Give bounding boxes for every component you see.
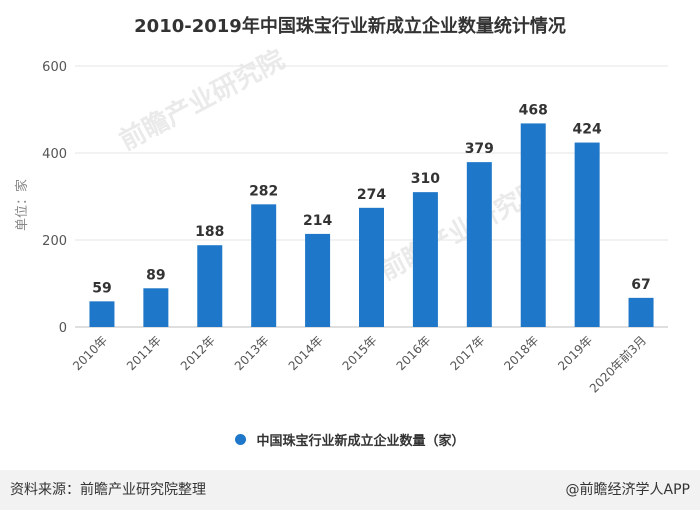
y-tick-label: 600 <box>42 60 67 75</box>
x-tick-label: 2012年 <box>178 333 218 373</box>
bar <box>197 245 223 327</box>
bar <box>412 192 438 327</box>
x-tick-label: 2016年 <box>394 333 434 373</box>
y-axis-label: 单位：家 <box>14 179 30 231</box>
bar-value-label: 89 <box>146 267 165 283</box>
bar-value-label: 379 <box>465 141 494 157</box>
bar-value-label: 67 <box>631 277 650 293</box>
bar-value-label: 310 <box>411 171 440 187</box>
bar <box>305 233 331 327</box>
chart-title: 2010-2019年中国珠宝行业新成立企业数量统计情况 <box>134 16 566 37</box>
x-axis: 2010年 2011年 2012年 2013年 2014年 2015年 2016年 2017年… <box>70 333 649 396</box>
bar-value-label: 282 <box>249 183 278 199</box>
x-tick-label: 2013年 <box>232 333 272 373</box>
x-tick-label: 2020年前3月 <box>586 333 649 396</box>
footer: 资料来源：前瞻产业研究院整理 @前瞻经济学人APP <box>0 470 700 510</box>
x-tick-label: 2017年 <box>447 333 487 373</box>
credit-note: @前瞻经济学人APP <box>565 482 690 498</box>
bar <box>574 142 600 327</box>
x-tick-label: 2018年 <box>501 333 541 373</box>
bar-value-label: 59 <box>92 280 111 296</box>
legend: 中国珠宝行业新成立企业数量（家） <box>0 430 700 449</box>
y-axis: 0 200 400 600 <box>42 60 67 336</box>
bar-chart: 0 200 400 600 59 89 188 282 214 274 310 379 468 424 6… <box>14 60 668 396</box>
x-tick-label: 2015年 <box>340 333 380 373</box>
bar <box>628 297 654 327</box>
y-tick-label: 200 <box>42 234 67 249</box>
bar-value-label: 424 <box>573 122 602 138</box>
bar <box>143 288 169 327</box>
data-labels: 59 89 188 282 214 274 310 379 468 424 67 <box>92 102 651 296</box>
bar-value-label: 214 <box>303 213 332 229</box>
bar <box>251 204 277 327</box>
bar <box>89 301 115 327</box>
x-tick-label: 2014年 <box>286 333 326 373</box>
bar-value-label: 274 <box>357 187 386 203</box>
source-note: 资料来源：前瞻产业研究院整理 <box>10 482 206 498</box>
y-tick-label: 0 <box>59 321 67 336</box>
legend-label: 中国珠宝行业新成立企业数量（家） <box>256 434 465 449</box>
bar-series <box>89 123 654 327</box>
x-tick-label: 2010年 <box>70 333 110 373</box>
x-tick-label: 2019年 <box>555 333 595 373</box>
bar-value-label: 468 <box>519 102 548 118</box>
y-tick-label: 400 <box>42 147 67 162</box>
bar <box>359 207 384 327</box>
bar <box>466 162 492 327</box>
bar <box>520 123 546 327</box>
x-tick-label: 2011年 <box>124 333 164 373</box>
legend-swatch <box>235 434 247 445</box>
bar-value-label: 188 <box>195 224 224 240</box>
